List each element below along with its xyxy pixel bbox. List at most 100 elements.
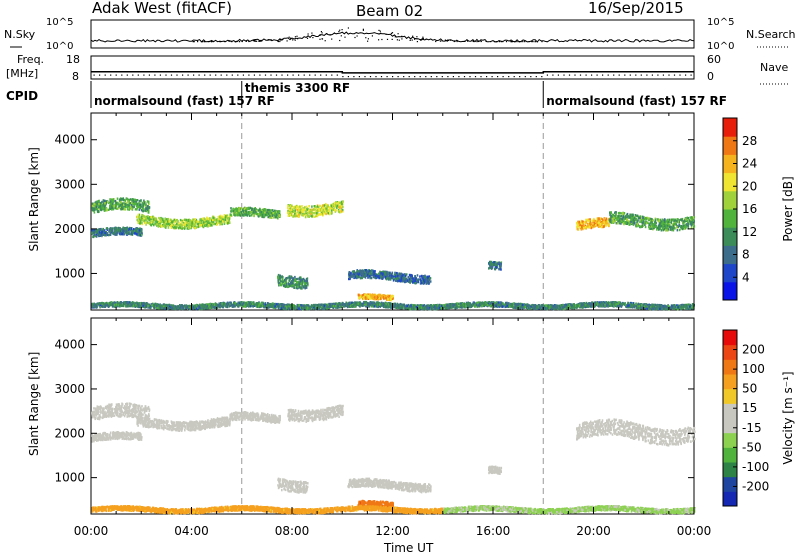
range-gate-cell	[257, 214, 260, 217]
range-gate-cell	[408, 277, 410, 280]
range-gate-cell	[652, 228, 654, 231]
range-gate-cell	[105, 209, 108, 212]
range-gate-cell	[677, 225, 679, 229]
range-gate-cell	[303, 208, 305, 211]
range-gate-cell	[262, 214, 264, 217]
range-gate-cell	[607, 218, 610, 221]
range-gate-cell	[332, 208, 335, 211]
range-gate-cell	[242, 210, 244, 213]
range-gate-cell	[499, 262, 502, 265]
range-gate-cell	[380, 277, 383, 280]
range-gate-cell	[237, 213, 240, 217]
range-gate-cell	[493, 261, 495, 264]
nsearch-tick-bottom: 10^0	[707, 41, 734, 52]
range-gate-cell	[597, 225, 600, 228]
nave-point	[115, 74, 117, 76]
range-gate-cell	[596, 221, 599, 224]
range-gate-cell	[363, 271, 366, 274]
range-gate-cell	[284, 285, 287, 288]
range-gate-cell	[263, 210, 266, 213]
range-gate-cell	[133, 205, 135, 208]
nave-point	[585, 74, 587, 76]
range-gate-cell	[91, 204, 94, 208]
range-gate-cell	[136, 215, 139, 219]
range-gate-cell	[120, 201, 122, 204]
range-gate-cell	[666, 226, 668, 229]
nsearch-point	[453, 40, 455, 43]
range-gate-cell	[687, 217, 690, 220]
range-gate-cell	[200, 223, 203, 227]
range-gate-cell	[138, 222, 141, 225]
range-gate-cell	[291, 211, 293, 214]
range-gate-cell	[112, 200, 115, 203]
range-gate-cell	[295, 283, 297, 286]
range-gate-cell	[185, 221, 187, 224]
range-gate-cell	[205, 223, 208, 227]
range-gate-cell	[305, 210, 308, 213]
range-gate-cell	[276, 216, 279, 220]
range-gate-cell	[664, 225, 666, 228]
range-gate-cell	[144, 208, 146, 211]
range-gate-cell	[268, 208, 270, 212]
range-gate-cell	[104, 234, 106, 237]
range-gate-cell	[366, 296, 368, 299]
range-gate-cell	[300, 278, 302, 282]
range-gate-cell	[368, 275, 371, 278]
range-gate-cell	[142, 209, 145, 212]
range-gate-cell	[599, 225, 601, 228]
range-gate-cell	[188, 226, 191, 229]
nave-point	[541, 76, 543, 78]
range-gate-cell	[320, 206, 323, 209]
range-gate-cell	[325, 212, 327, 216]
range-gate-cell	[100, 203, 103, 206]
range-gate-cell	[374, 293, 376, 296]
range-gate-cell	[136, 203, 139, 206]
range-gate-cell	[288, 208, 291, 211]
range-gate-cell	[247, 211, 250, 214]
range-gate-cell	[297, 281, 300, 284]
range-gate-cell	[490, 264, 492, 267]
range-gate-cell	[120, 208, 122, 211]
range-gate-cell	[426, 275, 429, 278]
range-gate-cell	[635, 214, 638, 217]
range-gate-cell	[200, 219, 202, 222]
range-gate-cell	[399, 279, 402, 282]
range-gate-cell	[104, 203, 106, 207]
range-gate-cell	[579, 226, 581, 229]
range-gate-cell	[207, 225, 209, 228]
range-gate-cell	[154, 219, 157, 222]
range-gate-cell	[310, 210, 312, 213]
range-gate-cell	[290, 206, 292, 209]
range-gate-cell	[389, 278, 392, 281]
range-gate-cell	[196, 220, 199, 223]
range-gate-cell	[489, 262, 491, 265]
nsky-panel: N.Sky 10^5 10^0 10^5 10^0 N.Search	[4, 17, 796, 52]
range-gate-cell	[103, 231, 105, 234]
range-gate-cell	[178, 222, 180, 225]
range-gate-cell	[129, 202, 131, 205]
range-gate-cell	[391, 295, 394, 298]
nave-point	[264, 74, 267, 76]
range-gate-cell	[93, 233, 96, 236]
range-gate-cell	[124, 204, 126, 208]
range-gate-cell	[307, 282, 309, 286]
range-gate-cell	[266, 211, 268, 215]
range-gate-cell	[617, 215, 620, 218]
range-gate-cell	[215, 223, 218, 226]
range-gate-cell	[629, 217, 632, 220]
range-gate-cell	[111, 208, 113, 211]
range-gate-cell	[173, 224, 175, 227]
range-gate-cell	[388, 278, 390, 281]
range-gate-cell	[693, 225, 696, 228]
range-gate-cell	[614, 219, 617, 222]
range-gate-cell	[598, 219, 600, 222]
nave-point	[436, 76, 438, 78]
range-gate-cell	[185, 218, 187, 222]
range-gate-cell	[278, 214, 281, 218]
range-gate-cell	[494, 267, 496, 271]
range-gate-cell	[138, 208, 141, 211]
nsearch-point	[528, 41, 530, 43]
range-gate-cell	[126, 203, 128, 207]
range-gate-cell	[380, 275, 382, 279]
range-gate-cell	[187, 218, 190, 222]
